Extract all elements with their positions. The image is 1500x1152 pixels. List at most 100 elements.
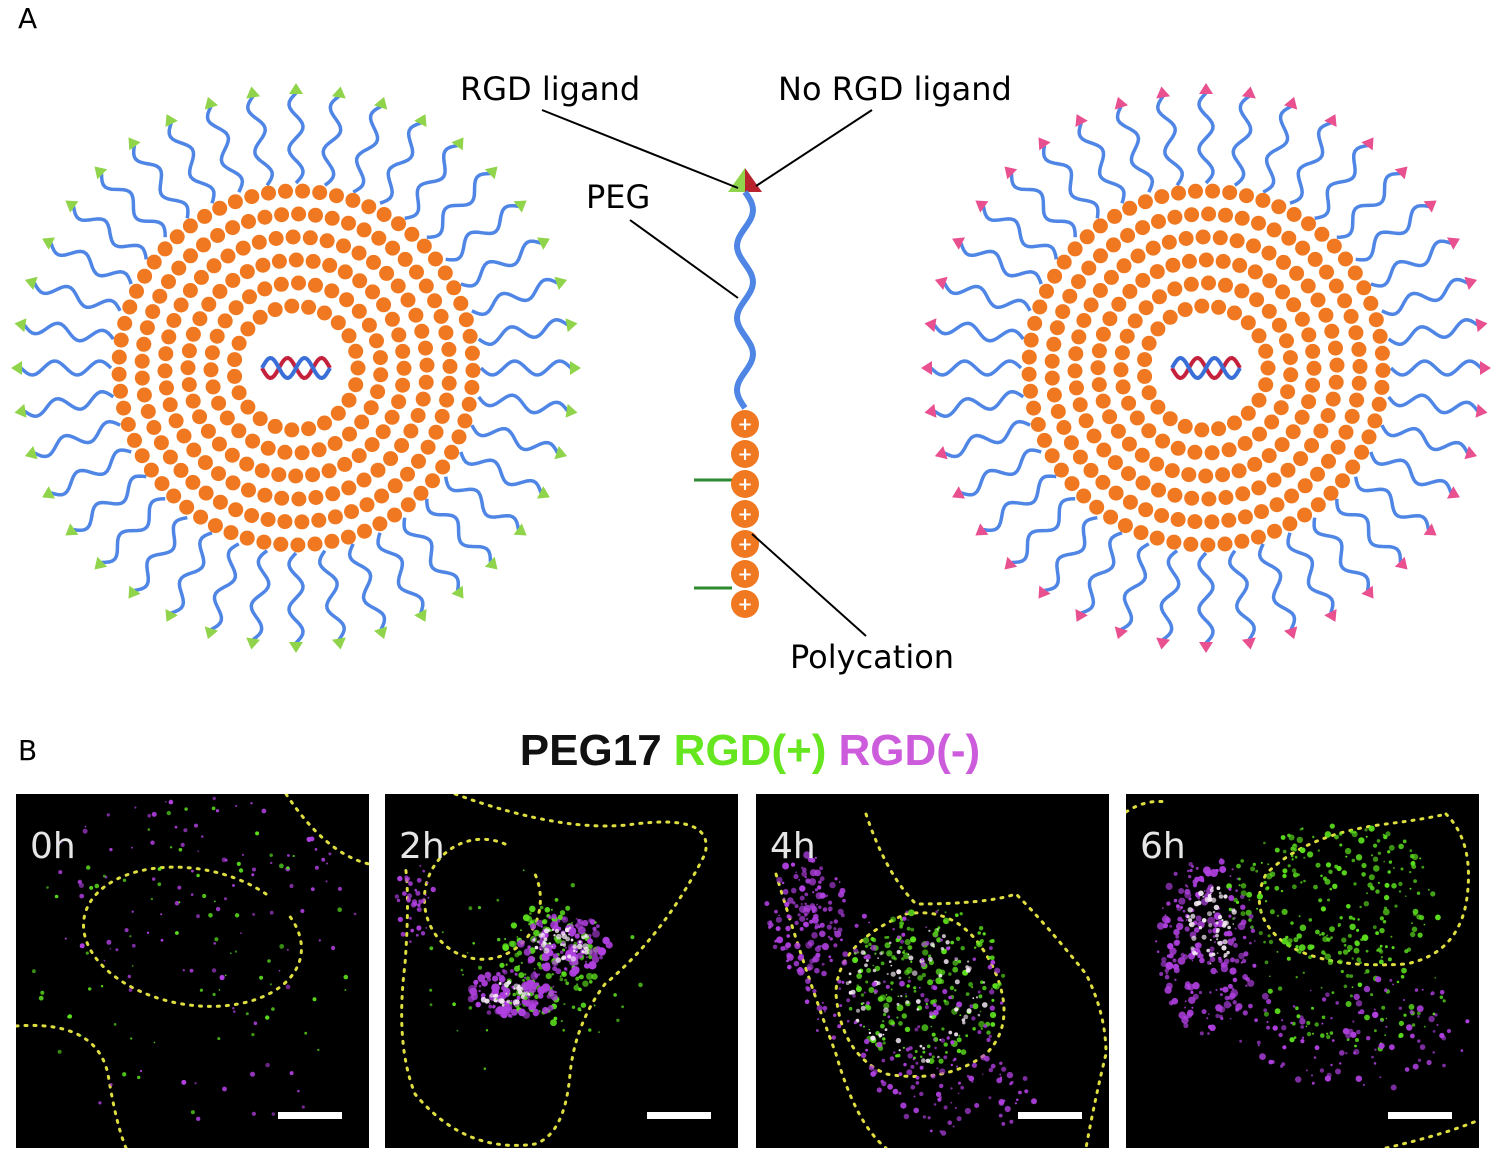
fluorescence-spot bbox=[178, 901, 181, 904]
cation-bead bbox=[193, 269, 209, 285]
fluorescence-spot bbox=[938, 1058, 944, 1064]
fluorescence-spot bbox=[550, 1019, 557, 1027]
peg-strand bbox=[1120, 542, 1150, 632]
fluorescence-spot bbox=[1465, 1019, 1470, 1024]
fluorescence-spot bbox=[580, 1002, 587, 1008]
cation-bead bbox=[428, 424, 444, 440]
fluorescence-spot bbox=[863, 1025, 865, 1028]
fluorescence-spot bbox=[895, 1037, 902, 1044]
plus-sign: + bbox=[737, 414, 752, 435]
cation-bead bbox=[225, 475, 241, 491]
fluorescence-spot bbox=[1308, 955, 1312, 960]
fluorescence-spot bbox=[532, 938, 536, 942]
cation-bead bbox=[301, 421, 317, 437]
fluorescence-spot bbox=[593, 1004, 596, 1007]
fluorescence-spot bbox=[406, 893, 413, 899]
cation-bead bbox=[1237, 509, 1253, 525]
fluorescence-spot bbox=[916, 1008, 920, 1011]
panel-b-letter: B bbox=[18, 734, 38, 767]
cation-bead bbox=[400, 497, 416, 513]
cation-bead bbox=[278, 183, 293, 199]
fluorescence-spot bbox=[520, 961, 523, 964]
cation-bead bbox=[1102, 409, 1118, 425]
fluorescence-spot bbox=[778, 914, 780, 917]
fluorescence-spot bbox=[805, 878, 811, 884]
cation-bead bbox=[341, 392, 357, 408]
fluorescence-spot bbox=[1376, 839, 1381, 843]
fluorescence-spot bbox=[1460, 1049, 1464, 1052]
fluorescence-spot bbox=[1396, 980, 1400, 984]
cation-bead bbox=[1102, 311, 1118, 327]
fluorescence-spot bbox=[589, 980, 593, 984]
fluorescence-spot bbox=[1236, 877, 1239, 880]
cation-bead bbox=[1310, 497, 1326, 513]
fluorescence-spot bbox=[1417, 1039, 1421, 1043]
fluorescence-spot bbox=[1209, 869, 1218, 877]
cation-bead bbox=[1338, 424, 1354, 440]
cation-bead bbox=[212, 200, 228, 216]
fluorescence-spot bbox=[530, 923, 537, 930]
fluorescence-spot bbox=[1398, 1006, 1402, 1010]
fluorescence-spot bbox=[592, 930, 600, 938]
fluorescence-spot bbox=[160, 938, 164, 942]
fluorescence-spot bbox=[1410, 1033, 1415, 1039]
cation-bead bbox=[385, 240, 401, 256]
ligand-head bbox=[65, 523, 79, 536]
fluorescence-spot bbox=[899, 939, 905, 944]
fluorescence-spot bbox=[1206, 1017, 1209, 1020]
fluorescence-spot bbox=[862, 937, 870, 944]
cation-bead bbox=[154, 476, 170, 492]
fluorescence-spot bbox=[1345, 973, 1350, 978]
fluorescence-spot bbox=[1411, 853, 1419, 861]
cation-bead bbox=[1072, 397, 1088, 413]
fluorescence-spot bbox=[1213, 940, 1216, 944]
fluorescence-spot bbox=[1296, 1014, 1301, 1019]
fluorescence-spot bbox=[1226, 950, 1230, 955]
fluorescence-spot bbox=[539, 948, 542, 951]
fluorescence-spot bbox=[1324, 953, 1331, 960]
fluorescence-spot bbox=[1222, 920, 1228, 926]
fluorescence-spot bbox=[1377, 947, 1382, 952]
fluorescence-spot bbox=[922, 949, 929, 956]
fluorescence-spot bbox=[955, 1008, 959, 1012]
fluorescence-spot bbox=[1411, 926, 1418, 933]
fluorescence-spot bbox=[928, 1011, 934, 1016]
cell-outline bbox=[1384, 1118, 1479, 1148]
fluorescence-spot bbox=[544, 962, 551, 968]
fluorescence-spot bbox=[489, 993, 494, 998]
time-label-6h: 6h bbox=[1140, 826, 1186, 867]
fluorescence-spot bbox=[1291, 858, 1294, 861]
fluorescence-spot bbox=[896, 969, 902, 975]
cation-bead bbox=[1201, 206, 1217, 222]
fluorescence-spot bbox=[906, 1069, 913, 1076]
cation-bead bbox=[1046, 387, 1062, 403]
fluorescence-spot bbox=[1263, 1008, 1268, 1013]
fluorescence-spot bbox=[1201, 934, 1207, 940]
fluorescence-spot bbox=[1165, 961, 1174, 970]
cation-bead bbox=[1026, 400, 1042, 416]
fluorescence-spot bbox=[896, 1002, 900, 1006]
fluorescence-spot bbox=[102, 874, 106, 878]
fluorescence-spot bbox=[1292, 1005, 1296, 1008]
peg-strand bbox=[347, 543, 387, 631]
fluorescence-spot bbox=[1416, 1005, 1424, 1013]
fluorescence-spot bbox=[1240, 919, 1247, 926]
fluorescence-spot bbox=[79, 943, 85, 949]
cation-bead bbox=[181, 343, 197, 359]
fluorescence-spot bbox=[1392, 867, 1395, 869]
fluorescence-spot bbox=[1195, 952, 1198, 955]
fluorescence-spot bbox=[473, 979, 479, 985]
fluorescence-spot bbox=[1368, 825, 1375, 832]
fluorescence-spot bbox=[892, 928, 895, 931]
fluorescence-spot bbox=[562, 1028, 566, 1032]
cation-bead bbox=[1181, 253, 1197, 269]
fluorescence-spot bbox=[218, 989, 221, 991]
fluorescence-spot bbox=[1356, 1029, 1361, 1035]
fluorescence-spot bbox=[1430, 891, 1436, 897]
fluorescence-spot bbox=[505, 992, 508, 995]
cation-bead bbox=[241, 482, 256, 498]
fluorescence-spot bbox=[857, 969, 862, 974]
fluorescence-spot bbox=[1256, 1040, 1261, 1045]
fluorescence-spot bbox=[224, 897, 227, 901]
cation-bead bbox=[1229, 233, 1245, 249]
